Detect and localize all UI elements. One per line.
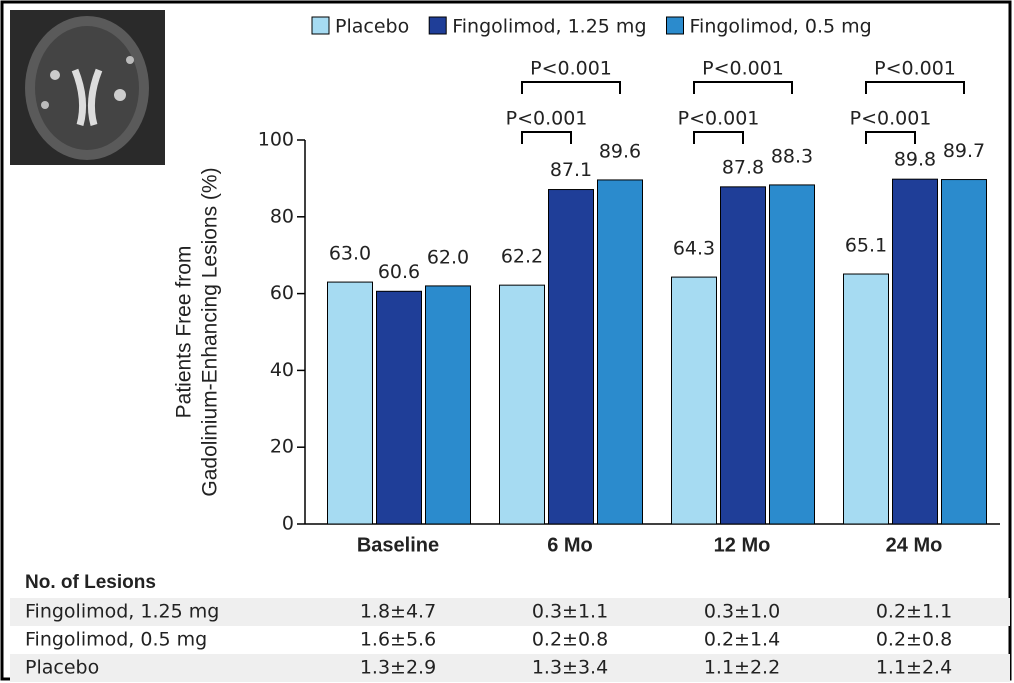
bar — [549, 190, 594, 524]
legend-label: Fingolimod, 0.5 mg — [690, 16, 872, 38]
page: No. of Lesions 0 20 40 60 80 100 Patients Free… — [0, 0, 1014, 683]
x-tick-label: 6 Mo — [547, 534, 593, 556]
legend-swatch — [312, 17, 329, 34]
bar — [672, 277, 717, 524]
value-label: 63.0 — [329, 243, 371, 265]
p-value: P<0.001 — [530, 58, 612, 80]
legend-label: Placebo — [335, 16, 409, 38]
bar — [377, 291, 422, 524]
row-band — [10, 654, 1010, 682]
bracket — [522, 132, 571, 144]
p-value: P<0.001 — [506, 108, 588, 130]
y-tick-label: 60 — [270, 282, 294, 304]
cell: 1.3±3.4 — [532, 657, 608, 679]
cell: 1.1±2.2 — [704, 657, 780, 679]
bar — [942, 180, 987, 524]
row-label: Fingolimod, 0.5 mg — [25, 629, 207, 651]
cell: 1.1±2.4 — [876, 657, 952, 679]
cell: 1.3±2.9 — [360, 657, 436, 679]
bar — [426, 286, 471, 524]
cell: 0.2±1.1 — [876, 601, 952, 623]
row-label: Fingolimod, 1.25 mg — [25, 601, 219, 623]
cell: 1.6±5.6 — [360, 629, 436, 651]
y-axis-title: Patients Free from — [173, 246, 196, 419]
x-tick-label: Baseline — [357, 534, 439, 556]
cell: 0.2±0.8 — [876, 629, 952, 651]
bar — [598, 180, 643, 524]
p-value: P<0.001 — [850, 108, 932, 130]
bar — [844, 274, 889, 524]
cell: 0.3±1.1 — [532, 601, 608, 623]
legend-swatch — [667, 17, 684, 34]
y-tick-label: 20 — [270, 436, 294, 458]
value-label: 89.8 — [894, 149, 936, 171]
y-tick-label: 0 — [282, 513, 294, 535]
bar — [328, 282, 373, 524]
bar — [721, 187, 766, 524]
cell: 1.8±4.7 — [360, 601, 436, 623]
x-tick-label: 24 Mo — [886, 534, 943, 556]
value-label: 88.3 — [771, 145, 813, 167]
value-label: 62.0 — [427, 246, 469, 268]
p-value: P<0.001 — [874, 58, 956, 80]
legend-label: Fingolimod, 1.25 mg — [452, 16, 646, 38]
bracket — [866, 82, 964, 94]
bracket — [522, 82, 620, 94]
cell: 0.2±1.4 — [704, 629, 780, 651]
bar — [770, 185, 815, 524]
value-label: 87.1 — [550, 159, 592, 181]
y-tick-label: 80 — [270, 205, 294, 227]
p-value: P<0.001 — [702, 58, 784, 80]
y-axis-title: Gadolinium-Enhancing Lesions (%) — [199, 167, 222, 496]
value-label: 62.2 — [501, 246, 543, 268]
value-label: 89.7 — [943, 140, 985, 162]
cell: 0.3±1.0 — [704, 601, 780, 623]
y-tick-label: 100 — [258, 129, 294, 151]
bar — [500, 285, 545, 524]
y-tick-label: 40 — [270, 359, 294, 381]
brain-image — [10, 10, 165, 165]
value-label: 89.6 — [599, 140, 641, 162]
bracket — [866, 132, 915, 144]
chart: No. of Lesions 0 20 40 60 80 100 Patients Free… — [0, 0, 1014, 683]
value-label: 64.3 — [673, 238, 715, 260]
x-tick-label: 12 Mo — [714, 534, 771, 556]
bracket — [694, 132, 743, 144]
legend-swatch — [429, 17, 446, 34]
row-label: Placebo — [25, 657, 99, 679]
table-title: No. of Lesions — [25, 572, 156, 593]
cell: 0.2±0.8 — [532, 629, 608, 651]
bar — [893, 179, 938, 524]
value-label: 60.6 — [378, 261, 420, 283]
value-label: 87.8 — [722, 156, 764, 178]
value-label: 65.1 — [845, 235, 887, 257]
bracket — [694, 82, 792, 94]
p-value: P<0.001 — [678, 108, 760, 130]
